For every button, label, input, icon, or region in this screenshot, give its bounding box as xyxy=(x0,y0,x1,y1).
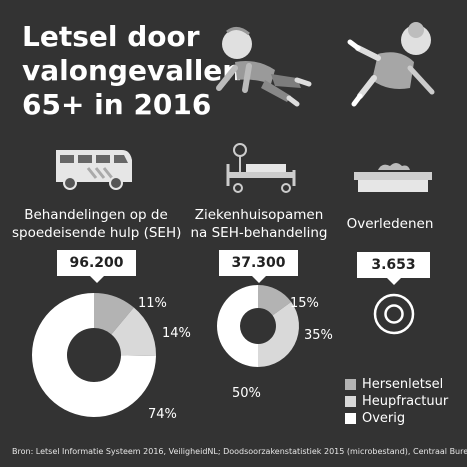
chart-3-total-box: 3.653 xyxy=(357,252,430,285)
chart-2-slice-overig xyxy=(217,285,258,367)
chart-1-pct-hersenletsel: 11% xyxy=(138,296,167,311)
legend-label-hersenletsel: Hersenletsel xyxy=(362,377,444,392)
title-line-1: Letsel door xyxy=(22,20,200,53)
chart-1-slice-heupfractuur xyxy=(111,307,156,356)
legend-swatch-hersenletsel xyxy=(345,379,356,390)
chart-1-label-line-2: spoedeisende hulp (SEH) xyxy=(12,225,182,241)
chart-1-slice-hersenletsel xyxy=(94,293,134,335)
chart-1-total-box: 96.200 xyxy=(57,250,136,283)
chart-2-label-line-1: Ziekenhuisopamen xyxy=(194,207,324,223)
chart-3-label-line-1: Overledenen xyxy=(346,216,434,232)
chart-1-label-line-1: Behandelingen op de xyxy=(24,207,168,223)
chart-1-label: Behandelingen op de spoedeisende hulp (S… xyxy=(12,206,182,242)
legend-swatch-overig xyxy=(345,413,356,424)
chart-2-pct-hersenletsel: 15% xyxy=(290,296,319,311)
chart-2-pct-heupfractuur: 35% xyxy=(304,328,333,343)
legend-item-heupfractuur: Heupfractuur xyxy=(345,393,448,410)
deaths-ring-icon xyxy=(373,293,415,335)
legend-label-overig: Overig xyxy=(362,411,406,426)
chart-1-pct-overig: 74% xyxy=(148,407,177,422)
page-title: Letsel door valongevallen 65+ in 2016 xyxy=(22,20,242,122)
chart-2-label-line-2: na SEH-behandeling xyxy=(190,225,328,241)
chart-legend: Hersenletsel Heupfractuur Overig xyxy=(345,376,448,427)
source-note: Bron: Letsel Informatie Systeem 2016, Ve… xyxy=(12,447,467,456)
legend-label-heupfractuur: Heupfractuur xyxy=(362,394,449,409)
chart-1-pct-heupfractuur: 14% xyxy=(162,326,191,341)
title-line-2: valongevallen xyxy=(22,54,243,87)
chart-3-label: Overledenen xyxy=(340,215,440,233)
chart-2-pct-overig: 50% xyxy=(232,386,261,401)
chart-2-label: Ziekenhuisopamen na SEH-behandeling xyxy=(188,206,330,242)
falling-woman-icon xyxy=(347,22,435,107)
chart-1-slice-overig xyxy=(31,293,156,417)
hospital-bed-icon xyxy=(226,143,296,193)
falling-man-icon xyxy=(216,27,312,107)
chart-2-slice-hersenletsel xyxy=(258,285,292,316)
legend-item-overig: Overig xyxy=(345,410,448,427)
coffin-icon xyxy=(354,163,432,192)
chart-2-slice-heupfractuur xyxy=(258,301,299,367)
ambulance-icon xyxy=(56,150,132,190)
title-line-3: 65+ in 2016 xyxy=(22,88,212,121)
legend-swatch-heupfractuur xyxy=(345,396,356,407)
chart-2-total-box: 37.300 xyxy=(219,250,298,283)
legend-item-hersenletsel: Hersenletsel xyxy=(345,376,448,393)
